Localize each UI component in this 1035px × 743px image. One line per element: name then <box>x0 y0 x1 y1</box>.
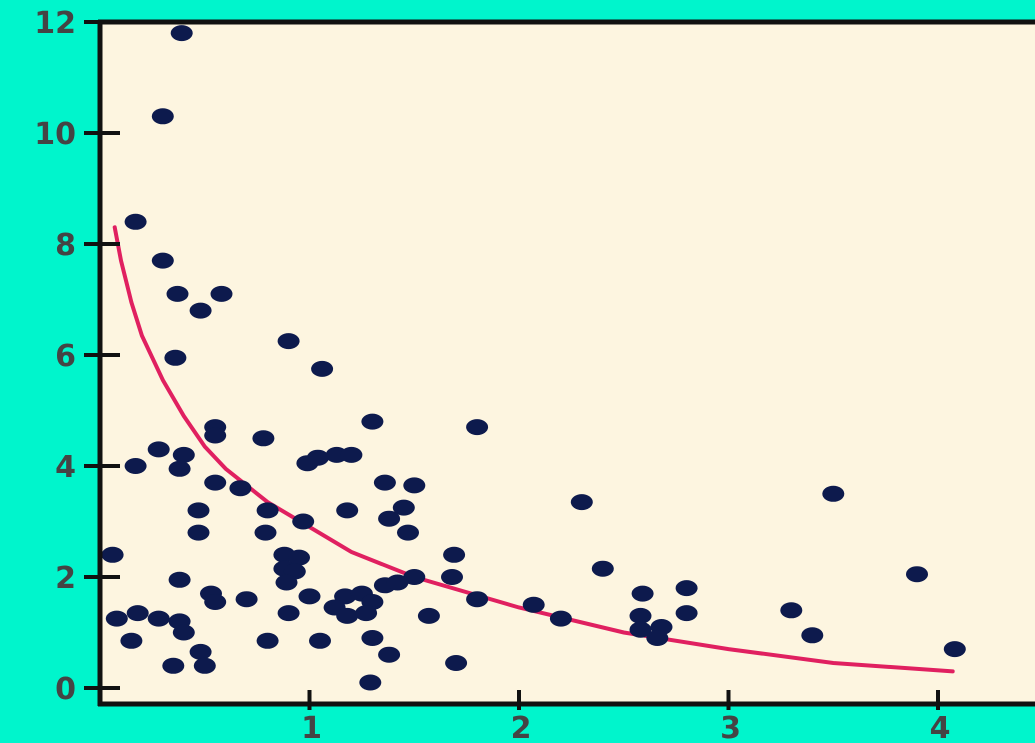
data-point-13 <box>204 427 227 444</box>
data-point-76 <box>629 621 652 638</box>
data-point-86 <box>943 641 966 658</box>
data-point-75 <box>780 602 803 619</box>
x-tick-label-1: 1 <box>301 711 322 743</box>
data-point-10 <box>361 413 384 430</box>
data-point-48 <box>168 571 191 588</box>
data-point-28 <box>256 502 279 519</box>
data-point-69 <box>147 610 170 627</box>
data-point-25 <box>373 474 396 491</box>
data-point-85 <box>378 646 401 663</box>
y-tick-label-2: 2 <box>55 561 76 596</box>
data-point-51 <box>386 574 409 591</box>
y-tick-label-8: 8 <box>55 228 76 263</box>
data-point-66 <box>417 607 440 624</box>
data-point-56 <box>235 591 258 608</box>
data-point-54 <box>631 585 654 602</box>
data-point-74 <box>675 605 698 622</box>
data-point-3 <box>151 252 174 269</box>
data-point-7 <box>277 333 300 350</box>
data-point-11 <box>466 419 489 436</box>
data-point-72 <box>549 610 572 627</box>
data-point-71 <box>277 605 300 622</box>
data-point-73 <box>629 607 652 624</box>
data-point-1 <box>151 108 174 125</box>
data-point-17 <box>124 458 147 474</box>
data-point-78 <box>172 624 195 641</box>
data-point-6 <box>189 302 212 319</box>
data-point-88 <box>193 657 216 674</box>
data-point-87 <box>162 657 185 674</box>
data-point-60 <box>466 591 489 608</box>
data-point-79 <box>120 632 143 649</box>
data-point-33 <box>187 524 210 541</box>
x-tick-label-2: 2 <box>511 711 532 743</box>
data-point-64 <box>336 607 359 624</box>
y-tick-label-10: 10 <box>34 117 76 152</box>
data-point-32 <box>378 510 401 527</box>
data-point-91 <box>646 630 669 646</box>
data-point-81 <box>309 632 331 649</box>
data-point-36 <box>570 494 593 511</box>
data-point-27 <box>187 502 210 519</box>
y-tick-label-0: 0 <box>55 672 76 707</box>
axes-layer <box>84 19 1035 710</box>
data-point-37 <box>822 485 845 502</box>
data-point-14 <box>252 430 275 447</box>
data-point-15 <box>147 441 170 458</box>
data-point-23 <box>204 474 227 491</box>
data-point-44 <box>591 560 614 577</box>
data-point-89 <box>445 655 468 671</box>
data-point-47 <box>906 566 928 583</box>
data-point-45 <box>403 569 426 585</box>
data-point-31 <box>292 513 315 530</box>
data-point-80 <box>256 632 279 649</box>
data-point-34 <box>254 524 277 541</box>
data-point-8 <box>164 349 187 366</box>
data-point-5 <box>210 285 233 302</box>
data-point-49 <box>275 574 298 591</box>
data-point-82 <box>361 630 384 646</box>
data-point-16 <box>172 446 195 463</box>
data-point-57 <box>298 588 321 605</box>
data-point-61 <box>522 596 545 613</box>
data-point-35 <box>397 524 419 541</box>
x-tick-label-4: 4 <box>930 711 951 743</box>
data-point-38 <box>101 546 124 563</box>
data-point-2 <box>124 213 147 230</box>
data-point-18 <box>168 460 191 477</box>
data-point-29 <box>336 502 359 519</box>
data-point-46 <box>441 569 463 585</box>
data-point-83 <box>801 627 824 644</box>
data-point-41 <box>443 546 466 563</box>
data-point-65 <box>355 605 378 622</box>
data-point-67 <box>105 610 128 627</box>
data-point-52 <box>675 580 698 597</box>
x-tick-label-3: 3 <box>720 711 741 743</box>
data-point-55 <box>204 594 227 610</box>
data-point-26 <box>403 477 426 494</box>
data-point-4 <box>166 285 189 302</box>
data-point-24 <box>229 480 252 497</box>
data-point-9 <box>311 360 334 377</box>
data-point-30 <box>392 499 415 516</box>
data-point-68 <box>126 605 149 622</box>
data-point-0 <box>170 25 193 42</box>
points-layer <box>101 25 966 691</box>
y-tick-label-12: 12 <box>34 6 76 41</box>
data-point-90 <box>359 674 382 691</box>
plot-area <box>100 22 1035 704</box>
y-tick-label-6: 6 <box>55 339 76 374</box>
data-point-40 <box>288 549 310 566</box>
data-point-84 <box>189 643 212 660</box>
y-tick-label-4: 4 <box>55 450 76 485</box>
data-point-20 <box>306 449 329 466</box>
data-point-22 <box>340 446 363 463</box>
